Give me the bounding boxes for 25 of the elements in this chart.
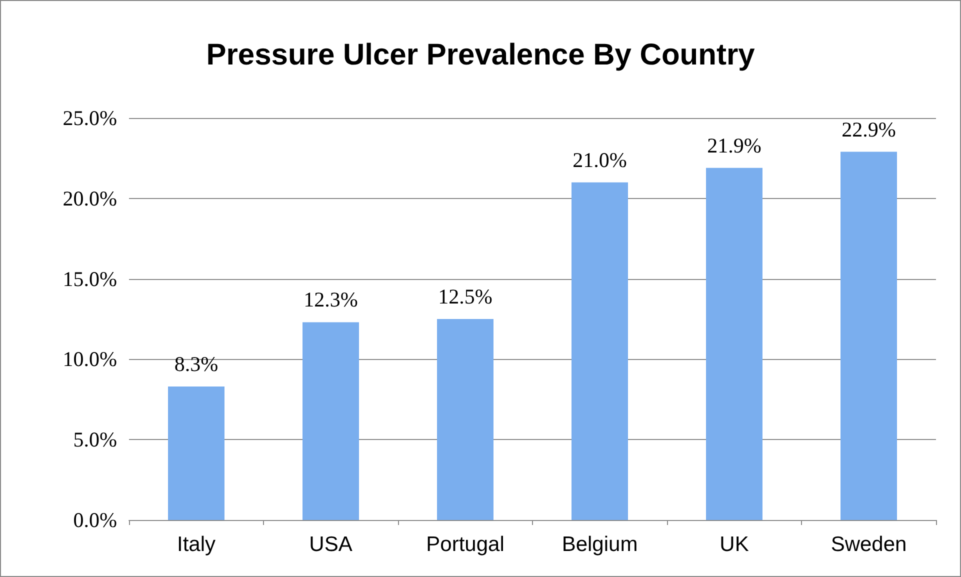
y-tick-label: 5.0% bbox=[73, 428, 117, 452]
x-tick-label: Belgium bbox=[562, 533, 638, 556]
y-tick-label: 15.0% bbox=[62, 266, 117, 291]
x-tick-label: Portugal bbox=[426, 533, 504, 556]
x-tick-label: UK bbox=[720, 533, 749, 556]
x-tick-label: USA bbox=[309, 533, 352, 556]
y-tick-label: 20.0% bbox=[62, 186, 117, 210]
data-label: 21.0% bbox=[572, 148, 627, 172]
bar bbox=[437, 319, 494, 520]
y-tick-label: 25.0% bbox=[62, 106, 117, 130]
bar bbox=[572, 182, 628, 520]
data-label: 22.9% bbox=[842, 117, 896, 142]
x-tick-label: Italy bbox=[176, 533, 216, 556]
x-tick-label: Sweden bbox=[830, 533, 907, 556]
y-tick-label: 0.0% bbox=[73, 508, 117, 532]
data-label: 12.5% bbox=[438, 284, 492, 308]
bar bbox=[706, 168, 762, 520]
bar bbox=[840, 152, 897, 520]
bar bbox=[168, 386, 224, 520]
data-label: 8.3% bbox=[174, 352, 218, 376]
bar bbox=[302, 322, 359, 520]
y-tick-label: 10.0% bbox=[62, 347, 117, 372]
data-label: 12.3% bbox=[304, 288, 358, 312]
chart-title: Pressure Ulcer Prevalence By Country bbox=[206, 38, 756, 72]
data-label: 21.9% bbox=[707, 133, 762, 158]
